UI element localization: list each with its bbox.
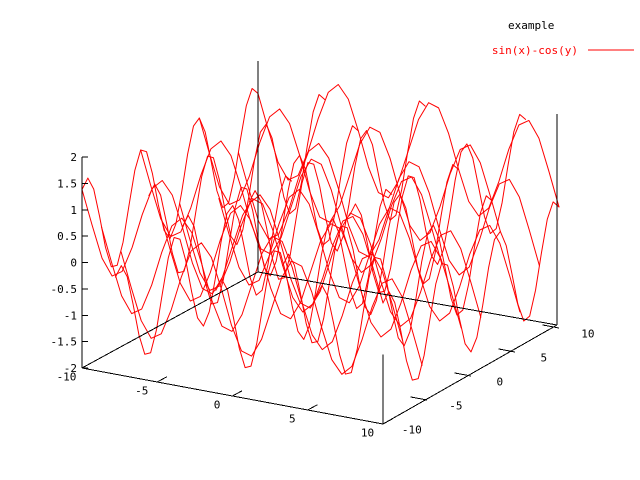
x-tick-mark [157,376,168,383]
z-tick-label: 1.5 [57,177,77,190]
legend-entry-label: sin(x)-cos(y) [492,44,578,57]
z-tick-label: 1 [70,204,77,217]
mesh-line [181,125,359,305]
mesh-line [148,94,326,274]
x-tick-label: -10 [57,370,77,383]
mesh-line [120,242,423,375]
y-tick-label: -10 [402,424,422,437]
z-tick-label: -1 [64,309,77,322]
z-tick-label: 0 [70,257,77,270]
x-tick-label: 5 [289,412,296,425]
mesh-line [382,201,560,381]
x-tick-mark [382,418,393,425]
x-tick-mark [232,390,243,397]
y-tick-mark [454,372,472,377]
mesh-line [140,140,443,273]
y-tick-label: 5 [541,352,548,365]
x-tick-mark [307,404,318,411]
x-tick-label: 10 [361,426,374,439]
tick-marks-group [81,156,560,425]
mesh-line [179,194,482,327]
mesh-line [282,164,460,344]
y-tick-mark [498,348,516,353]
y-tick-label: -5 [449,400,462,413]
y-tick-mark [366,420,384,425]
z-tick-label: 0.5 [57,230,77,243]
z-tick-label: -1.5 [51,336,78,349]
plot-title: example [508,19,554,32]
mesh-line [114,175,292,355]
x-tick-label: -5 [135,384,148,397]
mesh-line [257,83,560,217]
y-tick-mark [410,396,428,401]
mesh-line [248,100,426,280]
x-tick-mark [81,362,92,369]
mesh-line [349,113,527,294]
mesh-line [159,204,462,338]
base-edge-rear-left [81,271,259,369]
base-edge-rear-right [257,271,558,326]
y-tick-label: 10 [581,328,594,341]
mesh-line [215,188,393,369]
surface-wireframe [81,83,560,381]
z-tick-label: -2 [64,362,77,375]
z-tick-label: -0.5 [51,283,78,296]
y-tick-mark [542,324,560,329]
x-tick-label: 0 [214,398,221,411]
y-axis-line [382,324,558,425]
z-tick-label: 2 [70,151,77,164]
y-tick-label: 0 [497,376,504,389]
